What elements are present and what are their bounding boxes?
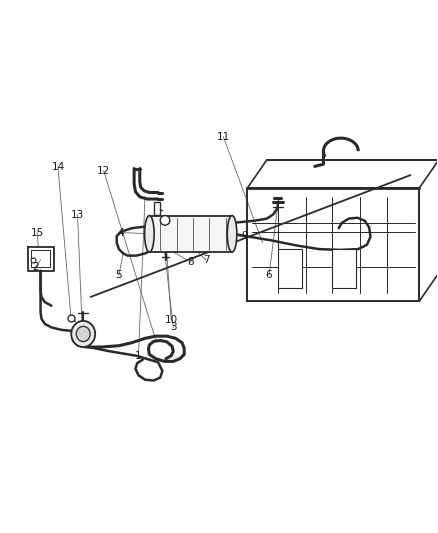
Ellipse shape (71, 321, 95, 347)
Text: 12: 12 (97, 166, 110, 176)
Text: 14: 14 (51, 162, 64, 172)
Bar (149, 215, 232, 252)
Text: 2: 2 (32, 262, 39, 272)
Text: 13: 13 (71, 210, 84, 220)
Text: 6: 6 (266, 270, 272, 280)
Text: 8: 8 (187, 257, 194, 267)
Text: 9: 9 (242, 231, 248, 241)
Ellipse shape (227, 215, 237, 252)
Text: 5: 5 (116, 270, 122, 280)
Text: 10: 10 (165, 314, 178, 325)
Text: 1: 1 (135, 351, 142, 361)
Text: 3: 3 (170, 322, 177, 333)
Bar (154, 202, 160, 215)
Bar (332, 249, 356, 288)
Ellipse shape (160, 215, 170, 225)
Ellipse shape (76, 326, 90, 342)
Text: 11: 11 (217, 132, 230, 142)
Text: 15: 15 (31, 228, 44, 238)
Ellipse shape (145, 215, 154, 252)
Text: 4: 4 (118, 228, 124, 238)
Bar (278, 249, 302, 288)
Text: 7: 7 (203, 255, 209, 265)
